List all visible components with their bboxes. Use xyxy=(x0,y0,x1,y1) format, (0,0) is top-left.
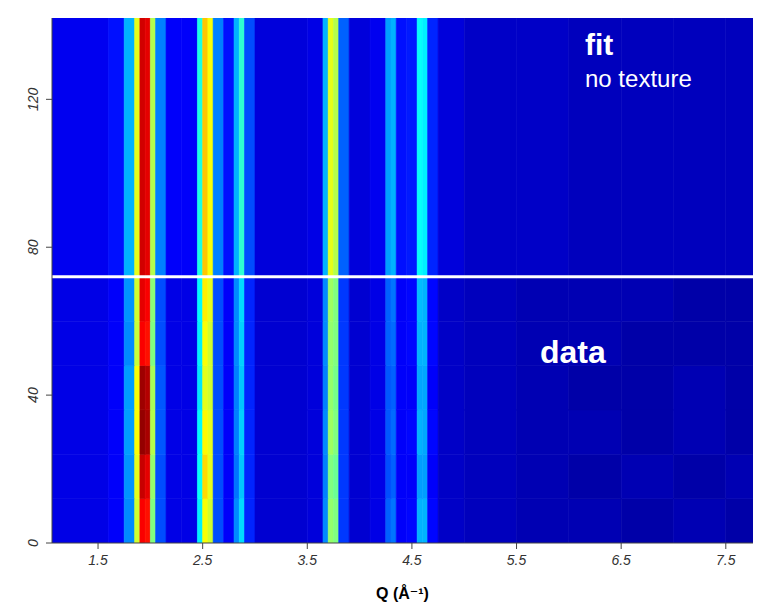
html-text:no texture: no texture xyxy=(585,65,692,92)
svg-text:6.5: 6.5 xyxy=(611,552,631,568)
html-text:data: data xyxy=(540,334,606,370)
svg-text:0: 0 xyxy=(25,539,41,547)
svg-text:40: 40 xyxy=(25,387,41,403)
svg-text:80: 80 xyxy=(25,239,41,255)
html-text:fit: fit xyxy=(585,28,614,61)
svg-text:3.5: 3.5 xyxy=(298,552,318,568)
svg-text:120: 120 xyxy=(25,87,41,111)
svg-text:1.5: 1.5 xyxy=(88,552,108,568)
svg-text:4.5: 4.5 xyxy=(402,552,422,568)
svg-text:2.5: 2.5 xyxy=(192,552,213,568)
svg-text:7.5: 7.5 xyxy=(716,552,736,568)
svg-text:Q (Å⁻¹): Q (Å⁻¹) xyxy=(376,584,429,602)
svg-text:5.5: 5.5 xyxy=(507,552,527,568)
